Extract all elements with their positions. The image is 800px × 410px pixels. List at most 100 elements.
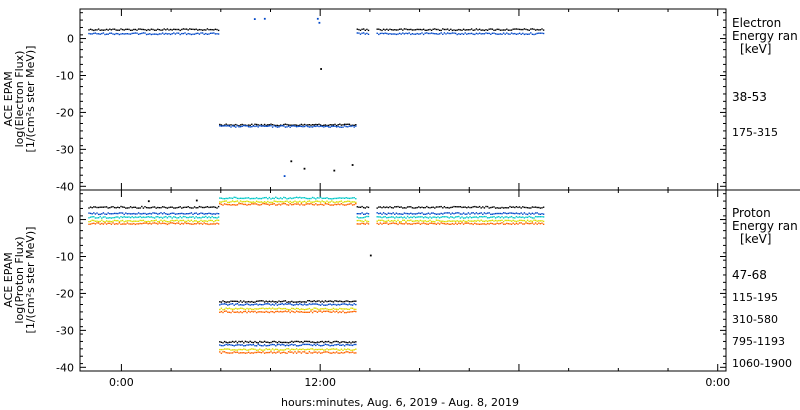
proton-point <box>502 212 505 214</box>
electron-point <box>340 124 343 126</box>
electron-point <box>171 33 173 35</box>
electron-point <box>153 33 156 35</box>
proton-point <box>405 220 407 223</box>
proton-point <box>450 220 452 222</box>
proton-point <box>265 203 267 205</box>
proton-point <box>279 310 282 313</box>
proton-point <box>105 220 108 222</box>
proton-point <box>294 340 296 343</box>
proton-point <box>286 303 288 305</box>
proton-point <box>355 203 357 205</box>
proton-point <box>158 212 161 215</box>
proton-point <box>255 311 258 314</box>
proton-point <box>432 222 434 225</box>
proton-point <box>231 308 234 310</box>
electron-point <box>275 125 277 128</box>
proton-point <box>347 200 349 202</box>
proton-point <box>458 212 460 214</box>
electron-point <box>125 28 127 31</box>
electron-point <box>96 29 98 31</box>
proton-point <box>273 301 275 303</box>
proton-point <box>430 206 433 209</box>
proton-point <box>345 197 347 199</box>
proton-point <box>340 348 343 350</box>
proton-point <box>222 309 224 311</box>
proton-point <box>260 304 263 306</box>
proton-point <box>112 222 114 224</box>
proton-point <box>158 216 161 219</box>
proton-ylabel-3: [1/(cm²s ster MeV)] <box>24 227 37 334</box>
proton-point <box>252 352 255 354</box>
electron-y-ticks: 0-10-20-30-40 <box>56 9 726 193</box>
proton-point <box>332 348 335 350</box>
proton-point <box>310 203 312 205</box>
proton-point <box>539 207 542 209</box>
proton-point <box>189 206 191 209</box>
proton-point <box>268 311 271 314</box>
electron-point <box>427 29 430 31</box>
proton-point <box>470 212 473 214</box>
proton-point <box>302 311 304 313</box>
proton-point <box>343 341 346 343</box>
proton-point <box>347 342 349 344</box>
electron-point <box>332 124 335 126</box>
electron-point <box>214 28 217 30</box>
proton-point <box>104 216 106 218</box>
electron-point <box>249 126 251 128</box>
proton-point <box>509 212 511 214</box>
proton-point <box>432 216 434 218</box>
electron-point <box>416 32 418 35</box>
proton-point <box>427 212 430 214</box>
electron-point <box>303 125 306 128</box>
proton-point <box>348 203 351 205</box>
proton-point <box>536 216 538 218</box>
electron-ylabel-2: log(Electron Flux) <box>13 51 26 148</box>
proton-point <box>94 213 97 215</box>
proton-point <box>334 303 336 306</box>
proton-point <box>429 216 431 218</box>
proton-point <box>348 351 351 354</box>
proton-point <box>219 341 221 343</box>
proton-point <box>332 307 335 310</box>
electron-point <box>307 125 309 128</box>
proton-point <box>418 222 420 224</box>
proton-point <box>214 223 217 225</box>
electron-data <box>88 17 545 177</box>
electron-point <box>193 33 196 35</box>
proton-point <box>318 310 320 312</box>
proton-point <box>491 222 494 225</box>
proton-point <box>222 311 224 314</box>
electron-point <box>361 32 363 34</box>
proton-point <box>355 300 357 302</box>
proton-point <box>538 216 540 218</box>
proton-point <box>426 223 428 225</box>
proton-point <box>424 222 426 225</box>
proton-point <box>342 349 344 351</box>
proton-point <box>255 200 258 202</box>
proton-point <box>289 341 291 343</box>
proton-point <box>303 204 306 206</box>
proton-point <box>246 341 248 343</box>
proton-point <box>219 308 221 311</box>
electron-point <box>283 123 285 126</box>
proton-point <box>235 303 237 305</box>
proton-point <box>332 204 335 206</box>
proton-point <box>429 207 431 209</box>
electron-point <box>198 33 201 35</box>
proton-point <box>514 223 516 225</box>
proton-legend: Proton Energy ran [keV] 47-68 115-195 31… <box>732 206 798 370</box>
proton-point <box>227 311 229 313</box>
electron-point <box>120 28 122 30</box>
proton-point <box>270 308 272 310</box>
proton-series-795-1193 <box>88 200 545 351</box>
proton-point <box>267 198 269 200</box>
proton-point <box>318 204 320 206</box>
proton-point <box>187 216 189 219</box>
proton-point <box>257 197 259 200</box>
proton-point <box>486 217 489 219</box>
electron-point <box>413 33 415 35</box>
proton-point <box>287 344 290 347</box>
proton-point <box>450 216 452 218</box>
proton-point <box>318 200 320 203</box>
proton-point <box>429 219 431 222</box>
